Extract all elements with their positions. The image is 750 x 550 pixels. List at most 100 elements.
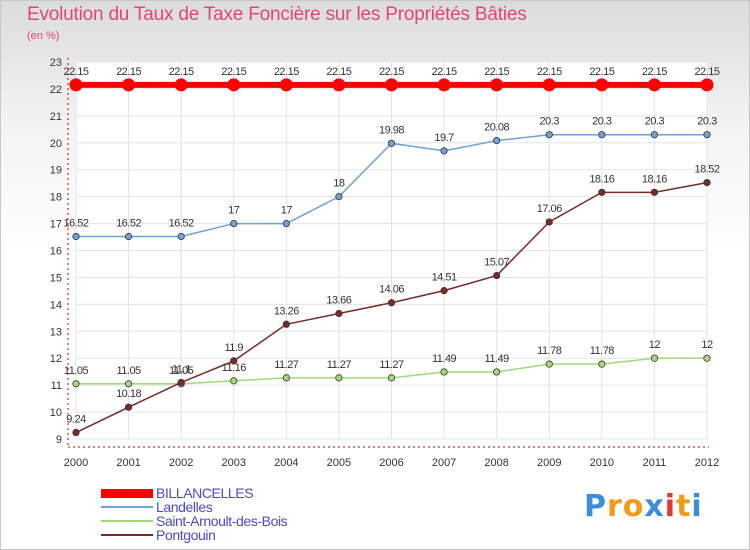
data-point [335, 374, 343, 382]
data-label: 14.06 [379, 284, 404, 296]
data-label: 20.3 [592, 116, 612, 128]
y-tick-label: 17 [50, 219, 62, 231]
data-point [282, 219, 290, 228]
proxiti-logo: Proxiti [584, 489, 703, 524]
data-point [598, 131, 606, 139]
logo-letter: i [691, 489, 703, 524]
x-tick-label: 2000 [64, 457, 88, 469]
data-point [700, 78, 714, 92]
data-label: 22.15 [379, 66, 404, 78]
data-point [72, 428, 80, 437]
data-label: 22.15 [642, 66, 667, 78]
x-tick-label: 2007 [432, 457, 456, 469]
y-tick-label: 16 [50, 246, 62, 258]
data-point [440, 147, 448, 155]
x-tick-label: 2012 [695, 457, 719, 469]
data-label: 13.66 [326, 295, 351, 307]
y-tick-label: 21 [50, 111, 62, 123]
y-tick-label: 12 [50, 353, 62, 365]
data-label: 11.27 [379, 359, 404, 371]
data-label: 11.78 [537, 345, 562, 357]
data-point [335, 193, 343, 201]
data-point [703, 179, 711, 187]
y-tick-label: 19 [50, 165, 62, 177]
data-point [122, 78, 136, 92]
data-label: 19.7 [434, 132, 454, 144]
y-tick-label: 11 [51, 380, 62, 392]
data-point [703, 354, 711, 362]
data-point [440, 287, 448, 295]
x-tick-label: 2004 [274, 457, 298, 469]
data-label: 11.1 [172, 363, 191, 375]
data-label: 11.78 [590, 345, 615, 357]
data-label: 13.26 [274, 305, 299, 317]
data-label: 10.18 [116, 388, 141, 400]
x-tick-label: 2010 [590, 457, 614, 469]
logo-letter: x [644, 489, 665, 524]
data-point [595, 78, 609, 92]
data-point [177, 232, 185, 241]
data-point [279, 78, 293, 92]
logo-letter: t [676, 489, 692, 524]
logo-letter: o [622, 489, 645, 524]
x-tick-label: 2001 [116, 457, 140, 469]
data-point [174, 78, 188, 92]
y-tick-label: 14 [50, 299, 62, 311]
data-point [387, 374, 396, 382]
legend-label: Landelles [156, 499, 213, 515]
data-point [598, 360, 606, 368]
data-label: 11.27 [274, 359, 299, 371]
data-point [545, 360, 553, 368]
data-point [440, 368, 448, 376]
y-tick-label: 23 [50, 57, 62, 69]
data-point [542, 78, 556, 92]
data-label: 14.51 [432, 272, 457, 284]
data-label: 22.15 [537, 66, 562, 78]
data-label: 18.16 [642, 173, 667, 185]
data-label: 15.07 [484, 257, 509, 269]
data-label: 18 [333, 178, 345, 190]
y-tick-label: 10 [50, 407, 62, 419]
data-label: 22.15 [63, 66, 88, 78]
data-point [230, 357, 238, 365]
data-label: 16.52 [116, 217, 141, 229]
data-label: 17 [281, 205, 293, 217]
y-tick-label: 22 [50, 84, 62, 96]
data-label: 20.3 [540, 116, 560, 128]
legend-label: BILLANCELLES [156, 485, 253, 501]
data-point [650, 131, 659, 139]
data-label: 18.52 [694, 164, 719, 176]
data-point [545, 218, 553, 226]
data-point [69, 78, 83, 92]
data-label: 11.05 [64, 365, 89, 377]
data-point [227, 78, 241, 92]
data-label: 16.52 [63, 217, 88, 229]
data-point [650, 354, 659, 362]
data-point [332, 78, 346, 92]
legend-label: Saint-Arnoult-des-Bois [156, 513, 288, 529]
data-label: 11.49 [432, 353, 457, 365]
data-point [124, 403, 133, 411]
data-label: 22.15 [326, 66, 351, 78]
x-tick-label: 2005 [327, 457, 351, 469]
data-point [647, 78, 661, 92]
data-label: 20.3 [697, 116, 717, 128]
data-label: 22.15 [484, 66, 509, 78]
data-point [490, 78, 504, 92]
data-point [230, 377, 238, 385]
x-tick-label: 2003 [222, 457, 246, 469]
data-point [387, 139, 396, 147]
data-label: 22.15 [221, 66, 246, 78]
x-tick-label: 2011 [643, 457, 667, 469]
data-label: 22.15 [432, 66, 457, 78]
x-tick-label: 2009 [537, 457, 561, 469]
data-point [230, 219, 238, 228]
data-point [437, 78, 451, 92]
data-point [387, 299, 396, 307]
chart-title: Evolution du Taux de Taxe Foncière sur l… [27, 4, 527, 25]
unit-label: (en %) [27, 30, 60, 42]
data-label: 18.16 [589, 173, 614, 185]
data-point [124, 232, 133, 241]
data-label: 11.27 [327, 359, 352, 371]
